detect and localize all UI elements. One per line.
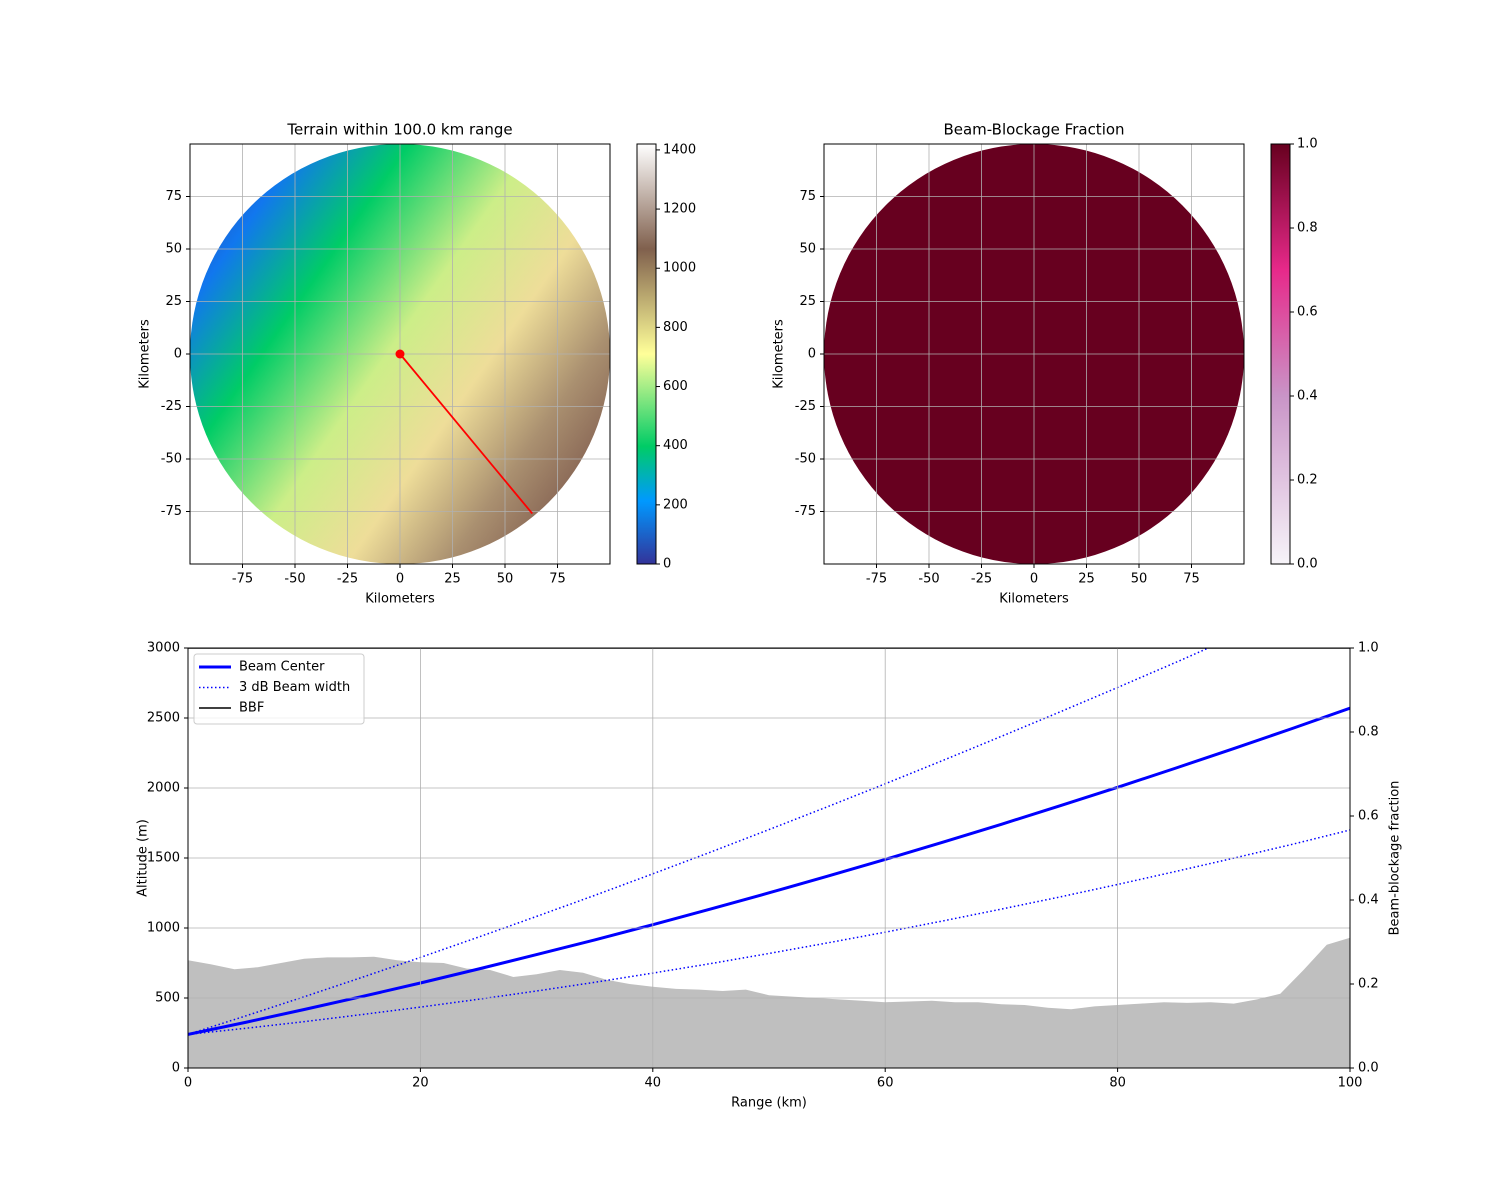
x-tick-label: 20: [412, 1076, 429, 1091]
x-tick-label: -50: [284, 572, 305, 587]
series-line: [188, 706, 1350, 1036]
colorbar-tick-label: 400: [663, 438, 688, 453]
legend-label: BBF: [239, 701, 264, 716]
x-tick-label: -75: [232, 572, 253, 587]
x-tick-label: 100: [1338, 1076, 1363, 1091]
legend-box: [193, 653, 365, 725]
colorbar-tick-label: 200: [663, 497, 688, 512]
x-tick-label: -25: [971, 572, 992, 587]
colorbar-tick-label: 1000: [663, 261, 696, 276]
y-tick-label: 25: [165, 294, 182, 309]
colorbar-tick-label: 1.0: [1297, 137, 1318, 152]
x-tick-label: 80: [1109, 1076, 1126, 1091]
y-tick-label: 2500: [147, 711, 180, 726]
y-tick-label: -75: [161, 504, 182, 519]
y-tick-label: -50: [795, 452, 816, 467]
legend-label: Beam Center: [239, 660, 325, 675]
colorbar-tick-label: 0.0: [1297, 557, 1318, 572]
y-tick-label: -75: [795, 504, 816, 519]
legend-label: 3 dB Beam width: [239, 680, 350, 695]
chart-title: Beam-Blockage Fraction: [943, 121, 1124, 139]
radar-site: [395, 349, 405, 359]
colorbar-tick-label: 0.4: [1297, 389, 1318, 404]
y2-tick-label: 0.2: [1358, 977, 1379, 992]
y2-tick-label: 0.8: [1358, 725, 1379, 740]
colorbar-tick-label: 1400: [663, 142, 696, 157]
colorbar: [636, 143, 657, 565]
x-tick-label: -25: [337, 572, 358, 587]
y-tick-label: 0: [174, 347, 182, 362]
x-tick-label: 25: [1078, 572, 1095, 587]
x-tick-label: 50: [497, 572, 514, 587]
colorbar-tick-label: 800: [663, 320, 688, 335]
x-axis-label: Kilometers: [365, 592, 435, 607]
y-axis-label: Kilometers: [772, 319, 787, 389]
colorbar-tick-label: 0.6: [1297, 305, 1318, 320]
plot-area: [188, 648, 1350, 1068]
y-tick-label: 25: [799, 294, 816, 309]
y2-tick-label: 0.0: [1358, 1061, 1379, 1076]
x-tick-label: 0: [396, 572, 404, 587]
radial-path: [399, 353, 533, 515]
x-axis-label: Kilometers: [999, 592, 1069, 607]
axes-frame: [187, 647, 1351, 1069]
colorbar-tick-label: 0.2: [1297, 473, 1318, 488]
y2-tick-label: 0.6: [1358, 809, 1379, 824]
x-tick-label: 0: [184, 1076, 192, 1091]
colorbar-tick-label: 0: [663, 557, 671, 572]
y2-tick-label: 1.0: [1358, 641, 1379, 656]
chart-title: Terrain within 100.0 km range: [286, 121, 512, 139]
y-tick-label: 1000: [147, 921, 180, 936]
x-tick-label: 0: [1030, 572, 1038, 587]
x-tick-label: -75: [866, 572, 887, 587]
colorbar-tick-label: 0.8: [1297, 221, 1318, 236]
y-tick-label: 50: [165, 242, 182, 257]
y-tick-label: -25: [795, 399, 816, 414]
x-tick-label: 75: [549, 572, 566, 587]
y-tick-label: 0: [172, 1061, 180, 1076]
x-tick-label: 25: [444, 572, 461, 587]
y-tick-label: 0: [808, 347, 816, 362]
y2-tick-label: 0.4: [1358, 893, 1379, 908]
x-tick-label: 40: [645, 1076, 662, 1091]
x-tick-label: 60: [877, 1076, 894, 1091]
axes-frame: [823, 143, 1245, 565]
colorbar-tick-label: 600: [663, 379, 688, 394]
y-tick-label: 75: [165, 189, 182, 204]
x-tick-label: 50: [1131, 572, 1148, 587]
x-tick-label: 75: [1183, 572, 1200, 587]
y-tick-label: -25: [161, 399, 182, 414]
y-tick-label: -50: [161, 452, 182, 467]
axes-frame: [189, 143, 611, 565]
y-axis-label: Altitude (m): [136, 819, 151, 897]
y-axis-label: Kilometers: [138, 319, 153, 389]
colorbar: [1270, 143, 1291, 565]
y-tick-label: 500: [155, 991, 180, 1006]
terrain-area: [188, 937, 1350, 1068]
colorbar-tick-label: 1200: [663, 202, 696, 217]
x-axis-label: Range (km): [731, 1096, 807, 1111]
y-tick-label: 75: [799, 189, 816, 204]
series-line: [188, 648, 1211, 1036]
y2-axis-label: Beam-blockage fraction: [1388, 781, 1403, 936]
y-tick-label: 50: [799, 242, 816, 257]
y-tick-label: 3000: [147, 641, 180, 656]
x-tick-label: -50: [918, 572, 939, 587]
y-tick-label: 2000: [147, 781, 180, 796]
y-tick-label: 1500: [147, 851, 180, 866]
